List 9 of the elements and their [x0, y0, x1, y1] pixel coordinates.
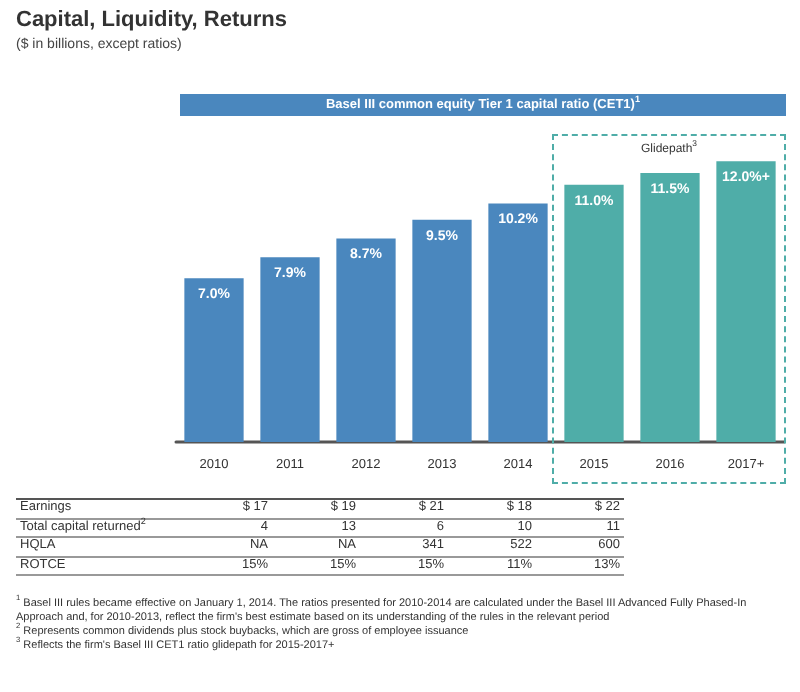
bar [260, 257, 320, 442]
bar [412, 219, 472, 442]
bar [564, 184, 624, 442]
chart-title: Capital, Liquidity, Returns [16, 8, 287, 32]
bar [640, 172, 700, 442]
bar [488, 203, 548, 442]
bar [716, 161, 776, 442]
bar [336, 238, 396, 442]
bar [184, 278, 244, 442]
